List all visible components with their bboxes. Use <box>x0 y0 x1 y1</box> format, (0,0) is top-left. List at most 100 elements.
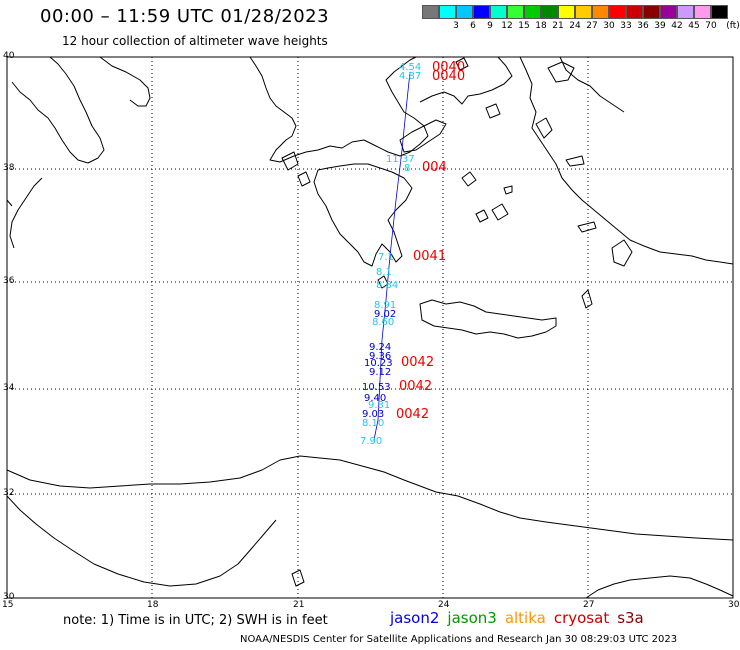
time-stamp: 0040 <box>432 60 465 75</box>
wave-height-value: 9.03 <box>362 409 384 420</box>
legend-swatch <box>541 5 558 19</box>
wave-height-value: 9.24 <box>369 342 391 353</box>
coastline-gulf-of-sidra <box>6 495 277 587</box>
latitude-label: 40 <box>3 51 15 61</box>
time-stamp: 004 <box>422 160 447 175</box>
legend-value: 33 <box>620 21 632 31</box>
legend-swatch <box>677 5 694 19</box>
satellite-legend: jason2 jason3 altika cryosat s3a <box>390 609 652 627</box>
coastline-kefalonia <box>281 151 299 171</box>
coastline-peloponnese <box>313 163 413 267</box>
legend-unit: (ft) <box>726 21 740 31</box>
longitude-label: 18 <box>147 600 159 610</box>
legend-swatch <box>473 5 490 19</box>
coastline-euboea <box>399 119 447 153</box>
longitude-label: 30 <box>728 600 740 610</box>
longitude-label: 15 <box>2 600 14 610</box>
wave-height-value: 8 <box>404 163 410 174</box>
legend-value: 39 <box>654 21 666 31</box>
legend-value: 42 <box>671 21 683 31</box>
latitude-label: 30 <box>3 592 15 602</box>
wave-height-value: 7.1 <box>378 252 394 263</box>
coastline-sicily <box>6 177 43 249</box>
latitude-label: 38 <box>3 163 15 173</box>
time-stamp: 0040 <box>432 69 465 84</box>
wave-height-labels: 4.544.87 11.378 7.1 8.1 8.84 8.919.028.60 9.24… <box>360 62 421 447</box>
legend-value: 3 <box>453 21 459 31</box>
longitude-label: 27 <box>583 600 595 610</box>
time-stamp: 0042 <box>401 355 434 370</box>
legend-value: 70 <box>705 21 717 31</box>
legend-value: 27 <box>586 21 598 31</box>
wave-height-value: 8.60 <box>372 317 394 328</box>
coastline-andros <box>461 171 477 187</box>
legend-swatch <box>694 5 711 19</box>
satellite-name: jason3 <box>447 609 497 627</box>
latitude-label: 32 <box>3 488 15 498</box>
wave-height-value: 7.90 <box>360 436 382 447</box>
legend-value: 24 <box>569 21 581 31</box>
wave-height-value: 11.37 <box>386 154 415 165</box>
legend-swatch <box>643 5 660 19</box>
legend-swatch <box>524 5 541 19</box>
wave-height-value: 8.84 <box>376 280 398 291</box>
legend-swatch <box>626 5 643 19</box>
wave-height-value: 9.02 <box>374 309 396 320</box>
coastline-rhodes <box>611 239 633 267</box>
graticule <box>7 57 733 598</box>
color-legend-labels: 3 6 9 12 15 18 21 24 27 30 33 36 39 42 45 70 (ft) <box>422 21 740 33</box>
legend-value: 30 <box>603 21 615 31</box>
coastline-libya <box>6 455 734 541</box>
legend-value: 36 <box>637 21 649 31</box>
footer-note: note: 1) Time is in UTC; 2) SWH is in fe… <box>63 613 328 628</box>
time-stamp: 0042 <box>399 379 432 394</box>
legend-swatch <box>711 5 728 19</box>
legend-swatch <box>575 5 592 19</box>
wave-height-value: 4.87 <box>399 71 421 82</box>
longitude-label: 21 <box>293 600 305 610</box>
wave-height-value: 10.23 <box>364 358 393 369</box>
time-stamp: 0042 <box>396 407 429 422</box>
coastline-greece-mainland <box>249 56 513 163</box>
coastlines <box>6 56 734 599</box>
time-stamp: 0041 <box>413 249 446 264</box>
wave-height-value: 9.36 <box>369 351 391 362</box>
coastline-italy <box>11 56 151 164</box>
coastline-kos <box>577 221 597 233</box>
satellite-name: altika <box>504 609 546 627</box>
coastline-paros <box>475 209 489 223</box>
map-subtitle: 12 hour collection of altimeter wave hei… <box>62 34 328 48</box>
legend-swatch <box>439 5 456 19</box>
satellite-name: cryosat <box>553 609 610 627</box>
coastline-mykonos <box>503 185 513 195</box>
legend-swatch <box>456 5 473 19</box>
coastline-thasos <box>455 57 469 71</box>
wave-height-value: 9.12 <box>369 367 391 378</box>
coastline-small-island <box>291 569 305 587</box>
credit-line: NOAA/NESDIS Center for Satellite Applica… <box>240 634 678 645</box>
longitude-label: 24 <box>438 600 450 610</box>
legend-swatch <box>592 5 609 19</box>
coastline-karpathos <box>581 289 593 309</box>
coastline-lemnos <box>485 103 501 119</box>
wave-height-value: 9.31 <box>368 400 390 411</box>
coastline-naxos <box>491 203 509 221</box>
wave-height-value: 9.40 <box>364 393 386 404</box>
satellite-track <box>373 71 411 441</box>
legend-value: 9 <box>487 21 493 31</box>
coastline-turkey <box>519 56 734 265</box>
coastline-crete <box>419 299 557 339</box>
wave-height-value: 8.10 <box>362 418 384 429</box>
satellite-name: s3a <box>617 609 644 627</box>
legend-swatch <box>507 5 524 19</box>
legend-value: 15 <box>518 21 530 31</box>
wave-height-value: 4.54 <box>399 62 421 73</box>
coastline-chios <box>535 117 553 139</box>
map-title: 00:00 – 11:59 UTC 01/28/2023 <box>40 6 330 27</box>
coastline-southeast <box>585 575 734 599</box>
legend-value: 6 <box>470 21 476 31</box>
coastline-zakynthos <box>297 171 311 187</box>
wave-height-value: 8.91 <box>374 300 396 311</box>
